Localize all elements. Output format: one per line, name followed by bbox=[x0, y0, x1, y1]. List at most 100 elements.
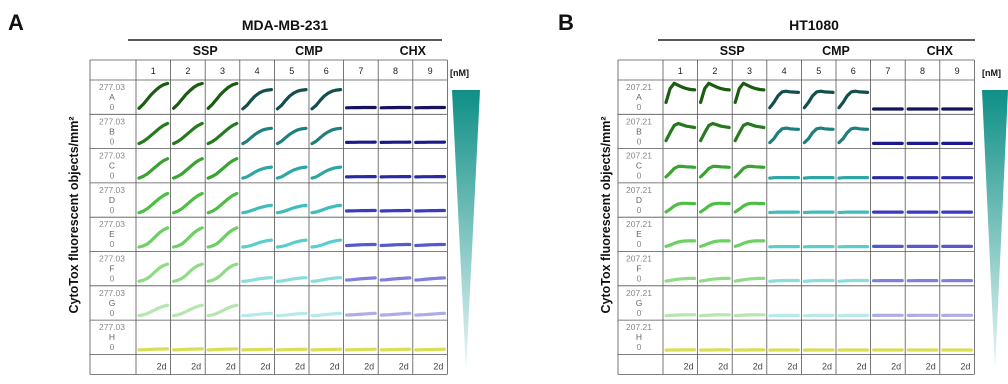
series-line-ssp-d2 bbox=[701, 203, 730, 212]
series-line-chx-e7 bbox=[347, 245, 376, 246]
row-ymax-label: 277.03 bbox=[99, 254, 125, 264]
row-ymax-label: 277.03 bbox=[99, 185, 125, 195]
series-line-cmp-a6 bbox=[312, 90, 341, 109]
series-line-cmp-h5 bbox=[277, 349, 306, 350]
series-line-cmp-a5 bbox=[277, 90, 306, 109]
x-tick-label: 2d bbox=[891, 361, 901, 371]
series-line-ssp-c2 bbox=[174, 159, 203, 178]
series-line-ssp-f2 bbox=[174, 264, 203, 281]
row-ymin-label: 0 bbox=[110, 274, 115, 284]
row-ymin-label: 0 bbox=[637, 136, 642, 146]
series-line-cmp-g4 bbox=[243, 313, 272, 315]
x-tick-label: 2d bbox=[718, 361, 728, 371]
series-line-ssp-f3 bbox=[208, 264, 237, 281]
concentration-unit-label: [nM] bbox=[982, 68, 1001, 78]
group-label-chx: CHX bbox=[927, 44, 954, 58]
row-ymin-label: 0 bbox=[637, 342, 642, 352]
series-line-chx-f7 bbox=[347, 278, 376, 280]
series-line-cmp-f4 bbox=[770, 281, 799, 282]
series-line-ssp-h3 bbox=[208, 349, 237, 350]
row-letter: B bbox=[636, 126, 642, 136]
row-letter: D bbox=[109, 195, 115, 205]
series-line-ssp-e2 bbox=[174, 228, 203, 247]
row-ymax-label: 207.21 bbox=[626, 82, 652, 92]
series-line-ssp-b2 bbox=[701, 124, 730, 141]
series-line-ssp-a3 bbox=[735, 83, 764, 102]
series-line-cmp-b6 bbox=[839, 128, 868, 143]
series-line-cmp-a4 bbox=[770, 91, 799, 108]
row-ymin-label: 0 bbox=[637, 205, 642, 215]
series-line-cmp-b4 bbox=[243, 128, 272, 143]
group-label-chx: CHX bbox=[400, 44, 427, 58]
series-line-chx-h7 bbox=[347, 349, 376, 350]
series-line-cmp-d6 bbox=[312, 205, 341, 212]
series-line-cmp-f4 bbox=[243, 278, 272, 282]
series-line-ssp-f3 bbox=[735, 278, 764, 281]
column-number: 3 bbox=[220, 66, 225, 76]
series-line-ssp-b1 bbox=[139, 123, 168, 143]
x-tick-label: 2d bbox=[260, 361, 270, 371]
group-label-ssp: SSP bbox=[193, 44, 218, 58]
row-ymax-label: 277.03 bbox=[99, 151, 125, 161]
series-line-cmp-a5 bbox=[804, 91, 833, 108]
row-letter: C bbox=[636, 161, 642, 171]
x-tick-label: 2d bbox=[191, 361, 201, 371]
x-tick-label: 2d bbox=[960, 361, 970, 371]
series-line-chx-g9 bbox=[416, 313, 445, 315]
series-line-ssp-h1 bbox=[139, 349, 168, 350]
column-number: 7 bbox=[358, 66, 363, 76]
column-number: 2 bbox=[185, 66, 190, 76]
series-line-cmp-h6 bbox=[312, 349, 341, 350]
row-ymax-label: 277.03 bbox=[99, 116, 125, 126]
concentration-gradient-triangle bbox=[982, 90, 1008, 370]
column-number: 6 bbox=[324, 66, 329, 76]
series-line-ssp-a2 bbox=[701, 83, 730, 102]
series-line-cmp-d5 bbox=[277, 205, 306, 212]
panel-letter: A bbox=[8, 10, 24, 35]
x-tick-label: 2d bbox=[926, 361, 936, 371]
series-line-chx-g7 bbox=[347, 313, 376, 315]
row-letter: E bbox=[109, 229, 115, 239]
series-line-cmp-b5 bbox=[277, 128, 306, 143]
row-letter: G bbox=[109, 298, 116, 308]
row-ymin-label: 0 bbox=[110, 308, 115, 318]
series-line-chx-f9 bbox=[416, 278, 445, 280]
series-line-cmp-a6 bbox=[839, 91, 868, 108]
column-number: 4 bbox=[255, 66, 260, 76]
row-ymin-label: 0 bbox=[637, 308, 642, 318]
x-tick-label: 2d bbox=[330, 361, 340, 371]
series-line-ssp-a2 bbox=[174, 84, 203, 109]
series-line-chx-d7 bbox=[347, 211, 376, 212]
series-line-ssp-b1 bbox=[666, 124, 695, 141]
row-ymax-label: 207.21 bbox=[626, 254, 652, 264]
series-line-cmp-b4 bbox=[770, 128, 799, 143]
row-ymin-label: 0 bbox=[110, 239, 115, 249]
series-line-chx-g8 bbox=[381, 313, 410, 315]
series-line-ssp-g2 bbox=[174, 305, 203, 315]
series-line-ssp-e1 bbox=[139, 228, 168, 247]
column-number: 1 bbox=[678, 66, 683, 76]
x-tick-label: 2d bbox=[433, 361, 443, 371]
series-line-cmp-f5 bbox=[277, 278, 306, 282]
series-line-cmp-h4 bbox=[243, 349, 272, 350]
series-line-ssp-c1 bbox=[139, 159, 168, 178]
row-ymax-label: 277.03 bbox=[99, 288, 125, 298]
panel-letter: B bbox=[558, 10, 574, 35]
series-line-cmp-c6 bbox=[312, 167, 341, 178]
row-letter: F bbox=[636, 264, 641, 274]
series-line-ssp-g3 bbox=[735, 315, 764, 316]
series-line-chx-h8 bbox=[381, 349, 410, 350]
series-line-ssp-d3 bbox=[735, 203, 764, 212]
series-line-ssp-e1 bbox=[666, 241, 695, 247]
series-line-ssp-f2 bbox=[701, 278, 730, 281]
series-line-cmp-e4 bbox=[243, 240, 272, 247]
series-line-ssp-g1 bbox=[666, 315, 695, 316]
series-line-ssp-b3 bbox=[735, 124, 764, 141]
row-letter: H bbox=[636, 332, 642, 342]
series-line-ssp-a1 bbox=[666, 83, 695, 102]
series-line-ssp-f1 bbox=[139, 264, 168, 281]
row-ymax-label: 207.21 bbox=[626, 185, 652, 195]
series-line-ssp-g2 bbox=[701, 315, 730, 316]
